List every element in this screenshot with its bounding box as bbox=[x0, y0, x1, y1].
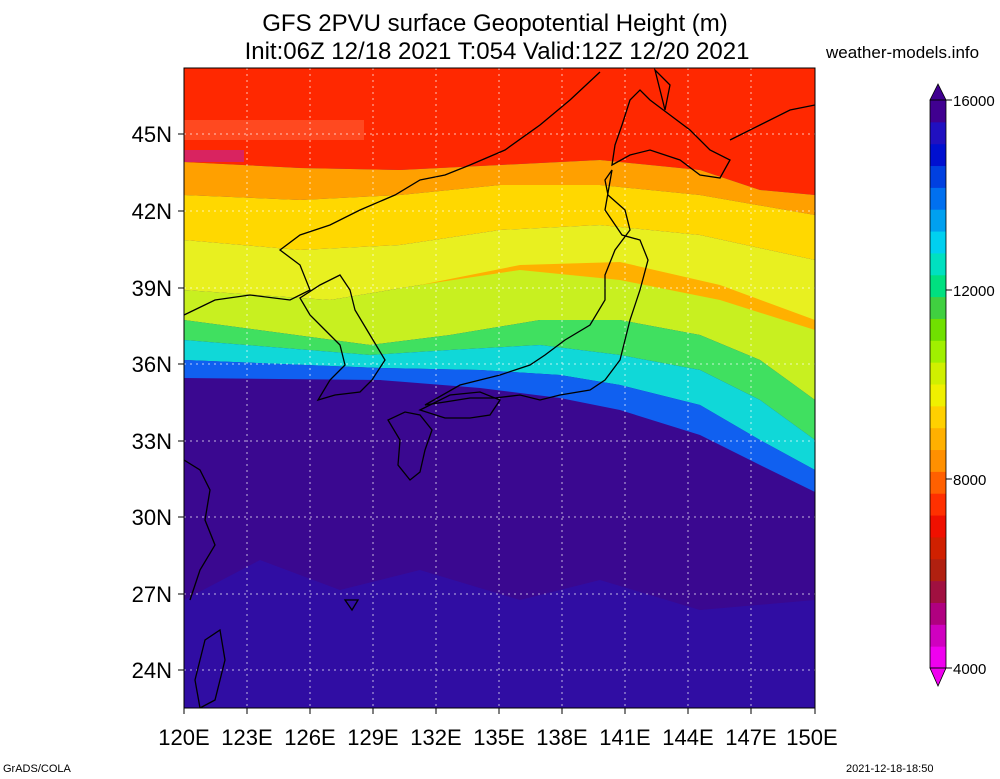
colorbar-swatch bbox=[930, 318, 946, 341]
colorbar-swatch bbox=[930, 187, 946, 210]
x-tick-label: 144E bbox=[662, 725, 713, 750]
height-field bbox=[184, 68, 815, 708]
colorbar-swatch bbox=[930, 580, 946, 603]
timestamp: 2021-12-18-18:50 bbox=[846, 763, 934, 775]
y-tick-label: 24N bbox=[132, 658, 172, 683]
y-tick-label: 33N bbox=[132, 429, 172, 454]
colorbar-swatch bbox=[930, 646, 946, 669]
graticule bbox=[184, 68, 815, 708]
map-subtitle: Init:06Z 12/18 2021 T:054 Valid:12Z 12/2… bbox=[244, 38, 750, 65]
colorbar-swatch bbox=[930, 274, 946, 298]
colorbar-swatch bbox=[930, 515, 946, 538]
y-tick-label: 39N bbox=[132, 276, 172, 301]
colorbar-swatch bbox=[930, 121, 946, 145]
x-tick-label: 120E bbox=[158, 725, 209, 750]
colorbar: 16000 12000 8000 4000 bbox=[929, 83, 995, 687]
colorbar-swatch bbox=[930, 536, 946, 560]
x-tick-label: 126E bbox=[284, 725, 335, 750]
colorbar-swatch bbox=[930, 252, 946, 276]
colorbar-swatch bbox=[930, 449, 946, 472]
y-tick-label: 42N bbox=[132, 199, 172, 224]
software-credit: GrADS/COLA bbox=[3, 763, 71, 775]
colorbar-swatch bbox=[930, 384, 946, 407]
colorbar-swatch bbox=[930, 231, 946, 254]
colorbar-swatch bbox=[930, 100, 946, 123]
colorbar-swatch bbox=[930, 493, 946, 516]
y-axis-labels: 45N 42N 39N 36N 33N 30N 27N 24N bbox=[132, 122, 172, 683]
colorbar-label: 4000 bbox=[953, 661, 986, 678]
axis-ticks bbox=[178, 133, 816, 714]
colorbar-label: 16000 bbox=[953, 93, 995, 110]
colorbar-swatch bbox=[930, 143, 946, 167]
x-tick-label: 129E bbox=[347, 725, 398, 750]
colorbar-top-arrow bbox=[929, 83, 947, 101]
x-tick-label: 135E bbox=[473, 725, 524, 750]
colorbar-swatch bbox=[930, 165, 946, 188]
x-tick-label: 123E bbox=[221, 725, 272, 750]
y-tick-label: 27N bbox=[132, 582, 172, 607]
colorbar-frame bbox=[929, 99, 947, 669]
y-tick-label: 36N bbox=[132, 352, 172, 377]
site-label: weather-models.info bbox=[826, 43, 980, 62]
x-axis-labels: 120E 123E 126E 129E 132E 135E 138E 141E … bbox=[158, 725, 837, 750]
colorbar-swatches bbox=[930, 100, 946, 669]
colorbar-bottom-arrow bbox=[929, 667, 947, 687]
colorbar-label: 8000 bbox=[953, 472, 986, 489]
x-tick-label: 138E bbox=[536, 725, 587, 750]
x-tick-label: 141E bbox=[599, 725, 650, 750]
colorbar-swatch bbox=[930, 209, 946, 232]
colorbar-swatch bbox=[930, 427, 946, 451]
colorbar-swatch bbox=[930, 296, 946, 319]
y-tick-label: 30N bbox=[132, 505, 172, 530]
colorbar-swatch bbox=[930, 471, 946, 494]
colorbar-swatch bbox=[930, 340, 946, 363]
x-tick-label: 150E bbox=[786, 725, 837, 750]
colorbar-swatch bbox=[930, 558, 946, 582]
y-tick-label: 45N bbox=[132, 122, 172, 147]
colorbar-label: 12000 bbox=[953, 283, 995, 300]
colorbar-swatch bbox=[930, 405, 946, 429]
coastlines bbox=[184, 68, 815, 708]
map-title: GFS 2PVU surface Geopotential Height (m) bbox=[262, 10, 728, 37]
colorbar-swatch bbox=[930, 362, 946, 385]
x-tick-label: 147E bbox=[725, 725, 776, 750]
x-tick-label: 132E bbox=[410, 725, 461, 750]
colorbar-swatch bbox=[930, 602, 946, 625]
colorbar-swatch bbox=[930, 624, 946, 647]
